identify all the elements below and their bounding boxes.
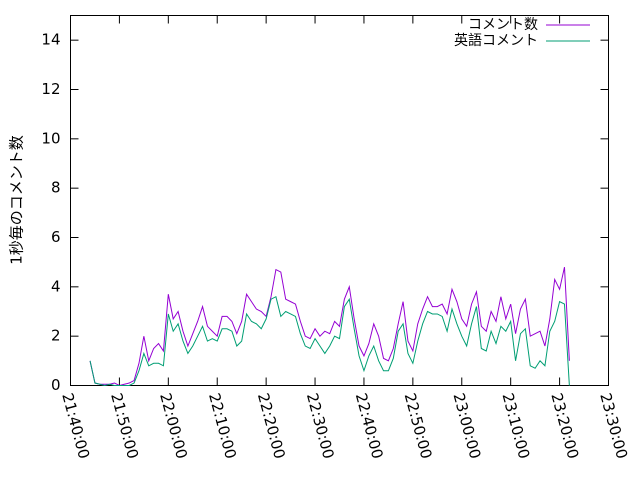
- y-tick-label: 2: [51, 327, 61, 345]
- y-tick-label: 4: [51, 277, 61, 295]
- y-tick-label: 0: [51, 376, 61, 394]
- y-tick-label: 12: [41, 80, 60, 98]
- legend-label: コメント数: [468, 17, 538, 33]
- series-line: [89, 266, 570, 387]
- y-axis-label: 1秒毎のコメント数: [8, 135, 26, 265]
- y-tick-label: 6: [51, 228, 61, 246]
- y-tick-label: 10: [41, 129, 60, 147]
- y-tick-label: 8: [51, 179, 61, 197]
- y-tick-label: 14: [41, 31, 60, 49]
- legend-label: 英語コメント: [454, 32, 538, 49]
- plot-frame: [70, 15, 609, 386]
- series-line: [89, 295, 570, 387]
